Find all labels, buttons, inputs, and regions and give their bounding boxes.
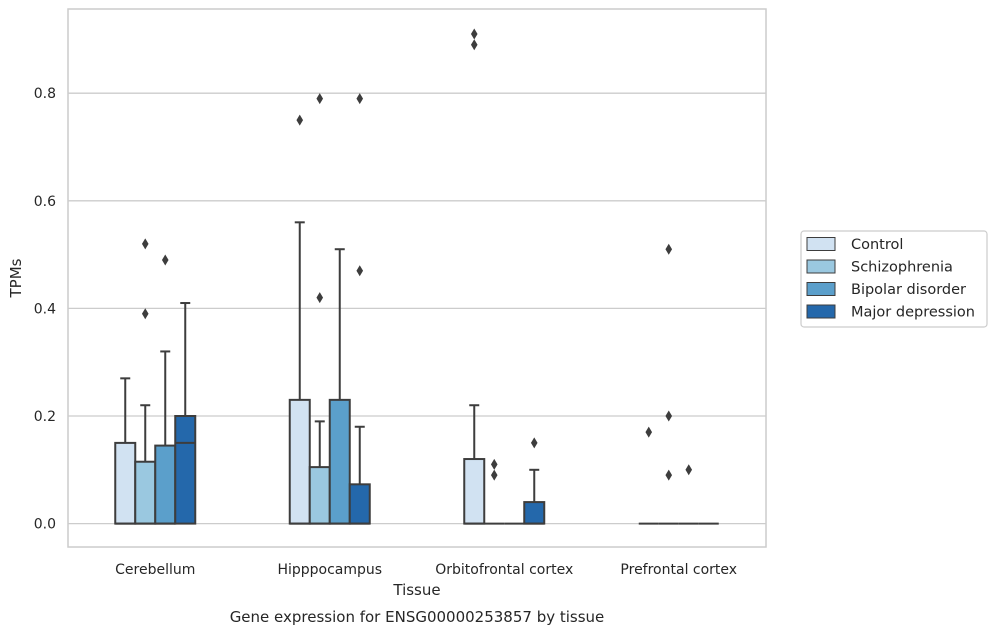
legend: Control Schizophrenia Bipolar disorder Majo… xyxy=(800,230,988,328)
legend-swatch xyxy=(806,282,836,296)
y-tick-label: 0.6 xyxy=(34,194,56,210)
box-control xyxy=(288,398,311,525)
x-axis-label: Tissue xyxy=(392,581,440,599)
legend-swatch xyxy=(806,259,836,274)
legend-swatch xyxy=(806,304,836,319)
y-tick-labels: 0.0 0.2 0.4 0.6 0.8 xyxy=(34,86,56,532)
outlier-point xyxy=(490,458,498,470)
box-major-depression xyxy=(523,501,546,525)
y-axis-label: TPMs xyxy=(7,258,25,298)
x-tick-labels: Cerebellum Hipppocampus Orbitofrontal cort… xyxy=(115,562,737,578)
box-schizophrenia xyxy=(308,466,331,525)
outlier-point xyxy=(316,93,324,105)
outlier-point xyxy=(470,28,478,40)
y-tick-label: 0.0 xyxy=(34,517,56,533)
plot-frame xyxy=(67,8,767,548)
outlier-point xyxy=(490,469,498,481)
chart-caption: Gene expression for ENSG00000253857 by t… xyxy=(230,608,605,626)
outlier-point xyxy=(141,308,149,320)
outlier-point xyxy=(470,39,478,51)
legend-label: Major depression xyxy=(851,305,975,321)
outlier-point xyxy=(316,292,324,304)
outlier-point xyxy=(356,265,364,277)
x-tick-label: Cerebellum xyxy=(115,562,195,578)
x-tick-label: Hipppocampus xyxy=(277,562,382,578)
outlier-point xyxy=(161,254,169,266)
y-tick-label: 0.8 xyxy=(34,86,56,102)
y-tick-label: 0.4 xyxy=(34,301,56,317)
legend-swatch xyxy=(806,237,836,251)
box-marks xyxy=(114,28,719,525)
legend-label: Control xyxy=(851,237,903,253)
outlier-point xyxy=(665,243,673,255)
legend-frame xyxy=(800,230,988,328)
box-bipolar-disorder xyxy=(328,398,351,525)
box-control xyxy=(463,458,486,525)
outlier-point xyxy=(141,238,149,250)
box-major-depression xyxy=(348,483,371,525)
outlier-point xyxy=(665,469,673,481)
y-tick-label: 0.2 xyxy=(34,409,56,425)
legend-label: Bipolar disorder xyxy=(851,282,966,298)
x-tick-label: Orbitofrontal cortex xyxy=(435,562,573,578)
outlier-point xyxy=(685,464,693,476)
box-major-depression xyxy=(174,415,197,525)
outlier-point xyxy=(645,426,653,438)
outlier-point xyxy=(665,410,673,422)
outlier-point xyxy=(296,114,304,126)
outlier-point xyxy=(356,93,364,105)
box-schizophrenia xyxy=(134,460,157,525)
legend-label: Schizophrenia xyxy=(851,260,953,276)
box-control xyxy=(114,441,137,525)
outlier-point xyxy=(530,437,538,449)
box-bipolar-disorder xyxy=(154,444,177,525)
x-tick-label: Prefrontal cortex xyxy=(620,562,737,578)
